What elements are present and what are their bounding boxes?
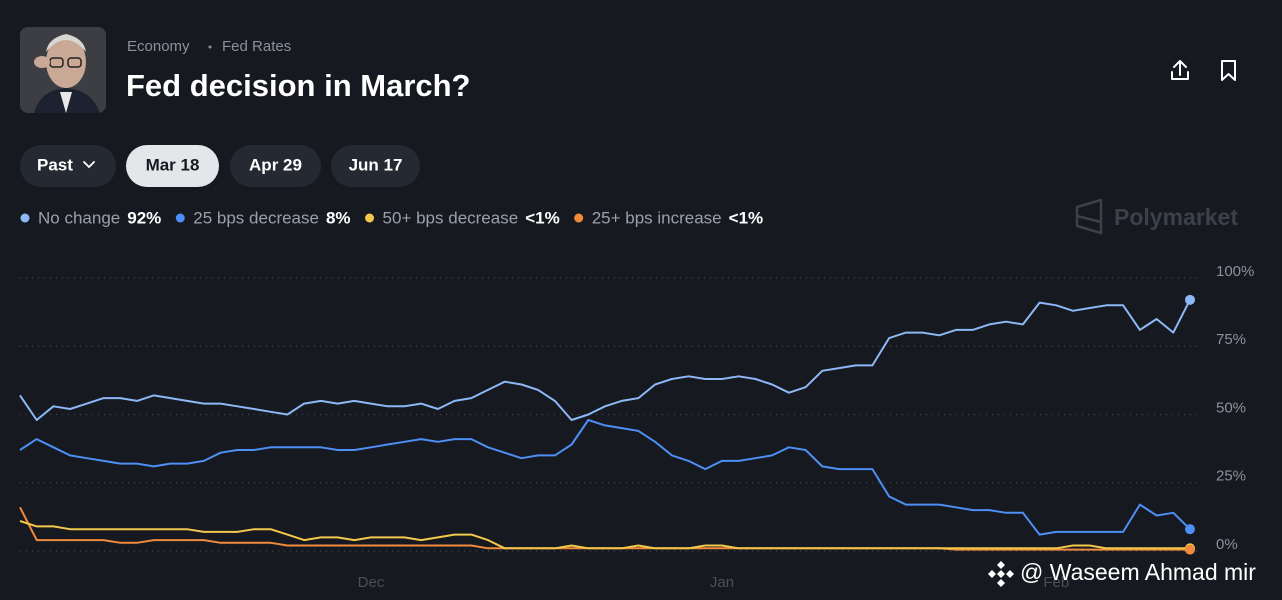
separator — [208, 45, 212, 49]
legend-dot — [574, 213, 584, 223]
legend-dot — [365, 213, 375, 223]
bookmark-button[interactable] — [1221, 60, 1236, 81]
series-line — [19, 520, 1190, 550]
y-tick-label: 50% — [1216, 399, 1246, 416]
tab-label[interactable]: Mar 18 — [146, 155, 200, 174]
breadcrumb[interactable]: Fed Rates — [222, 38, 291, 55]
y-tick-label: 25% — [1216, 468, 1246, 485]
y-tick-label: 100% — [1216, 263, 1254, 280]
legend-value: 8% — [326, 208, 351, 227]
watermark-icon — [988, 561, 1014, 587]
end-dot — [1185, 294, 1195, 305]
tabs: Past Mar 18 Apr 29 Jun 17 — [20, 145, 420, 187]
series-line — [19, 299, 1191, 421]
legend-name: 25 bps decrease — [193, 208, 319, 227]
tab-selected[interactable] — [126, 145, 219, 187]
tab[interactable] — [230, 145, 321, 187]
y-tick-label: 75% — [1216, 331, 1246, 348]
x-tick-label: Dec — [358, 574, 385, 591]
legend-name: 25+ bps increase — [592, 208, 722, 227]
tab-label[interactable]: Jun 17 — [349, 155, 403, 174]
end-dot — [1185, 544, 1195, 555]
y-tick-label: 0% — [1216, 536, 1238, 553]
tab[interactable] — [331, 145, 420, 187]
legend-value: <1% — [729, 208, 764, 227]
legend-dot — [20, 213, 30, 223]
page-title: Fed decision in March? — [126, 68, 471, 103]
end-dot — [1185, 524, 1195, 535]
plot: 0% 25% 50% 75% 100% Dec Jan Feb — [19, 263, 1254, 591]
x-tick-label: Jan — [710, 574, 734, 591]
watermark: @ Waseem Ahmad mir — [1020, 559, 1256, 585]
brand-logo — [1075, 198, 1103, 235]
legend: No change 92% 25 bps decrease 8% 50+ bps dec… — [20, 208, 764, 227]
legend-value: 92% — [127, 208, 161, 227]
brand-name: Polymarket — [1114, 204, 1238, 230]
legend-value: <1% — [525, 208, 560, 227]
tab-label[interactable]: Apr 29 — [249, 155, 302, 174]
chevron — [83, 161, 95, 169]
avatar — [20, 27, 106, 113]
series-line — [19, 419, 1191, 536]
tab-label[interactable]: Past — [37, 155, 73, 174]
legend-name: No change — [38, 208, 120, 227]
share-button[interactable] — [1171, 60, 1189, 80]
legend-name: 50+ bps decrease — [383, 208, 519, 227]
breadcrumb[interactable]: Economy — [127, 38, 190, 55]
legend-dot — [175, 213, 185, 223]
x-tick-label: Feb — [1043, 574, 1069, 591]
tab[interactable] — [20, 145, 116, 187]
